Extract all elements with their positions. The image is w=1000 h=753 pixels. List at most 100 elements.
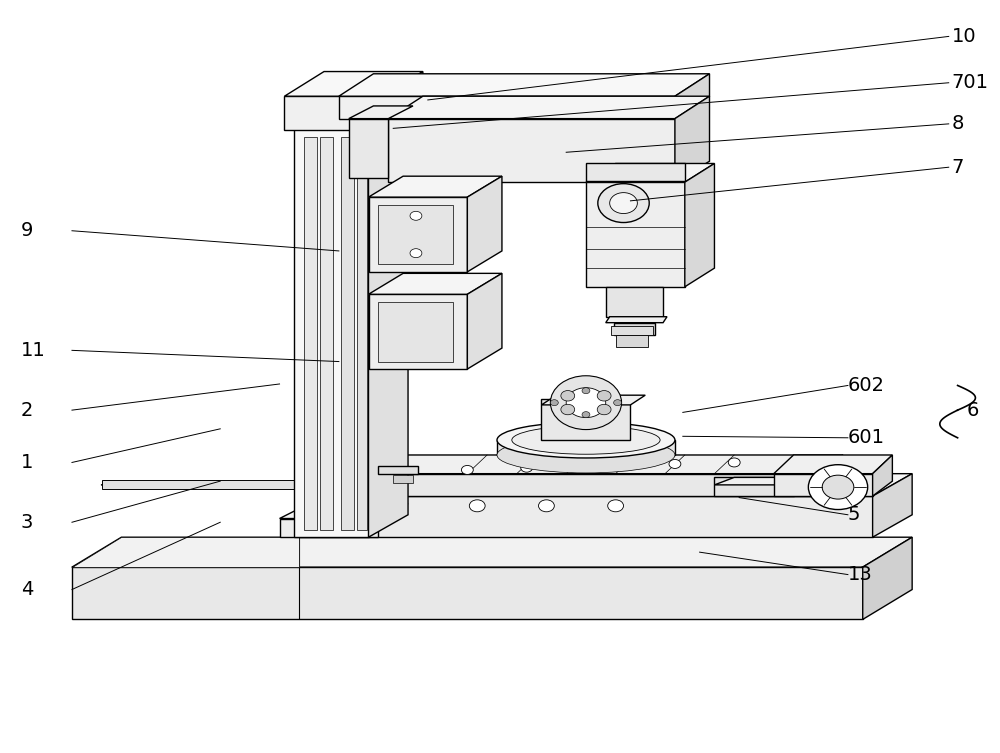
Text: 701: 701 [952, 73, 989, 93]
Polygon shape [378, 205, 453, 264]
Circle shape [582, 388, 590, 394]
Text: 7: 7 [952, 157, 964, 177]
Polygon shape [685, 163, 714, 287]
Polygon shape [72, 537, 912, 567]
Polygon shape [388, 119, 675, 182]
Polygon shape [541, 399, 630, 440]
Polygon shape [304, 137, 317, 529]
Text: 6: 6 [967, 401, 979, 419]
Polygon shape [606, 317, 667, 323]
Text: 2: 2 [21, 401, 33, 419]
Polygon shape [586, 182, 685, 287]
Text: 5: 5 [848, 505, 860, 524]
Polygon shape [284, 96, 383, 130]
Polygon shape [369, 273, 502, 294]
Polygon shape [369, 294, 467, 369]
Polygon shape [616, 335, 648, 346]
Text: 601: 601 [848, 428, 885, 447]
Polygon shape [873, 474, 912, 537]
Polygon shape [541, 395, 645, 405]
Text: 10: 10 [952, 27, 976, 46]
Text: 602: 602 [848, 376, 885, 395]
Circle shape [610, 193, 637, 214]
Polygon shape [774, 455, 892, 474]
Polygon shape [369, 197, 467, 272]
Text: 3: 3 [21, 513, 33, 532]
Polygon shape [586, 163, 685, 181]
Circle shape [598, 184, 649, 223]
Circle shape [550, 400, 558, 406]
Text: 9: 9 [21, 221, 33, 240]
Circle shape [566, 388, 606, 418]
Text: 13: 13 [848, 565, 873, 584]
Polygon shape [294, 100, 408, 123]
Polygon shape [299, 474, 912, 496]
Polygon shape [606, 287, 663, 317]
Polygon shape [467, 176, 502, 272]
Polygon shape [863, 537, 912, 620]
Circle shape [808, 465, 868, 510]
Polygon shape [299, 474, 339, 537]
Polygon shape [467, 273, 502, 369]
Text: 1: 1 [21, 453, 33, 472]
Polygon shape [675, 96, 710, 182]
Polygon shape [378, 455, 843, 474]
Circle shape [539, 500, 554, 512]
Polygon shape [378, 302, 453, 361]
Polygon shape [497, 440, 675, 455]
Polygon shape [284, 72, 423, 96]
Circle shape [728, 458, 740, 467]
Circle shape [410, 212, 422, 221]
Circle shape [469, 500, 485, 512]
Circle shape [597, 391, 611, 401]
Polygon shape [378, 474, 813, 496]
Polygon shape [611, 326, 653, 335]
Polygon shape [349, 106, 413, 119]
Circle shape [614, 400, 622, 406]
Polygon shape [586, 163, 714, 182]
Circle shape [608, 500, 624, 512]
Polygon shape [393, 475, 413, 483]
Text: 4: 4 [21, 580, 33, 599]
Circle shape [822, 475, 854, 499]
Circle shape [550, 376, 622, 429]
Polygon shape [357, 137, 367, 529]
Polygon shape [280, 504, 408, 519]
Circle shape [582, 412, 590, 418]
Polygon shape [614, 323, 655, 335]
Polygon shape [349, 119, 388, 178]
Polygon shape [320, 137, 333, 529]
Polygon shape [714, 477, 813, 485]
Polygon shape [873, 455, 892, 496]
Circle shape [597, 404, 611, 415]
Ellipse shape [497, 422, 675, 458]
Circle shape [521, 463, 533, 472]
Polygon shape [72, 567, 863, 620]
Polygon shape [341, 137, 354, 529]
Polygon shape [280, 519, 378, 537]
Polygon shape [813, 455, 843, 496]
Circle shape [561, 404, 575, 415]
Polygon shape [774, 474, 873, 496]
Polygon shape [294, 123, 369, 537]
Polygon shape [339, 96, 675, 119]
Polygon shape [299, 496, 873, 537]
Polygon shape [339, 74, 710, 96]
Polygon shape [378, 466, 418, 474]
Ellipse shape [512, 426, 660, 454]
Polygon shape [72, 537, 299, 567]
Polygon shape [675, 74, 710, 119]
Circle shape [561, 391, 575, 401]
Polygon shape [383, 72, 423, 130]
Polygon shape [369, 176, 502, 197]
Polygon shape [714, 477, 794, 496]
Circle shape [461, 465, 473, 474]
Circle shape [669, 459, 681, 468]
Polygon shape [388, 96, 710, 119]
Text: 11: 11 [21, 341, 45, 360]
Polygon shape [369, 100, 408, 537]
Circle shape [410, 248, 422, 258]
Text: 8: 8 [952, 114, 964, 133]
Polygon shape [102, 480, 853, 489]
Ellipse shape [497, 437, 675, 473]
